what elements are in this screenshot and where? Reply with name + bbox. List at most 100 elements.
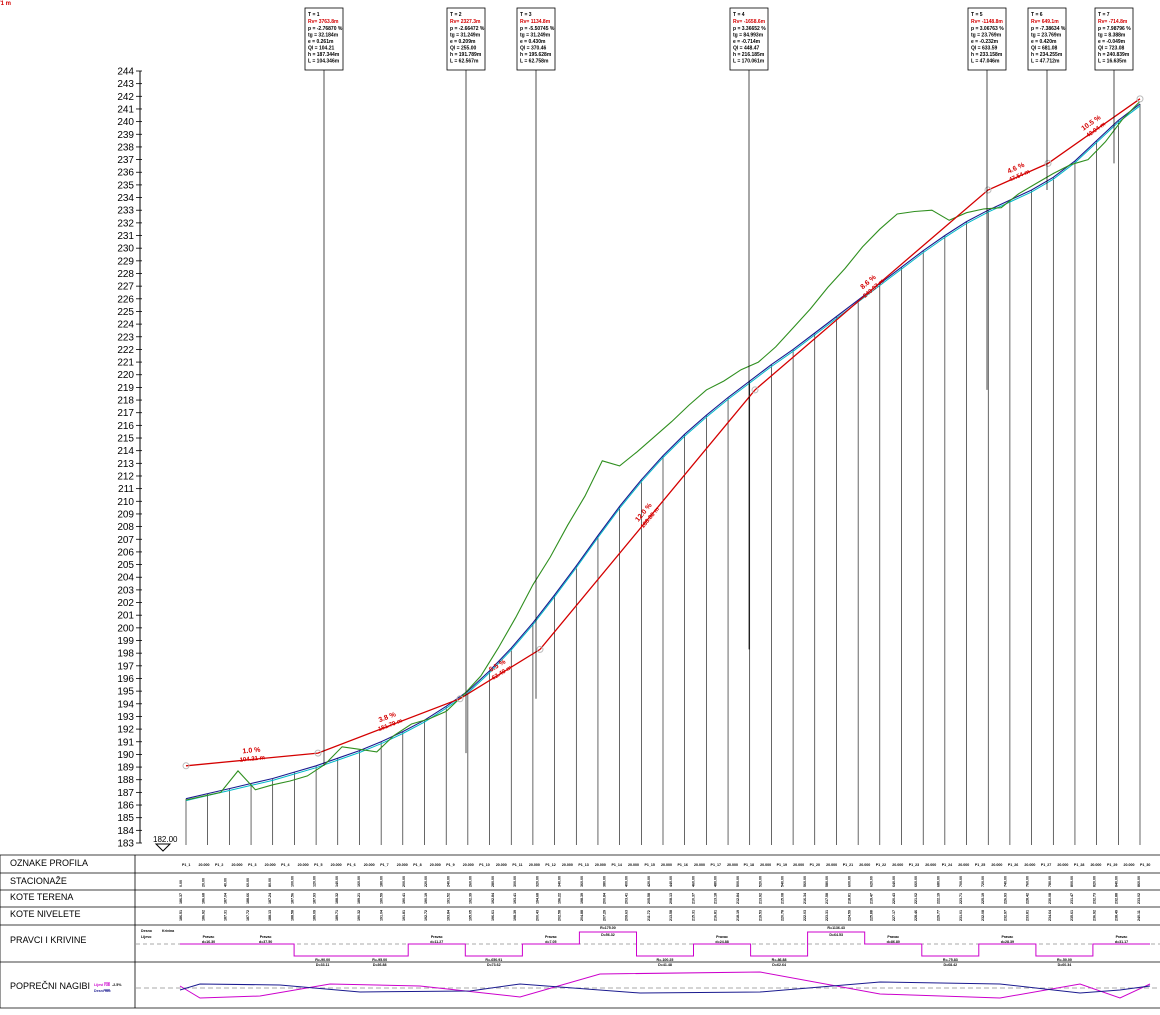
vertical-curve-radius: Rv= -1148.8m	[971, 19, 1003, 25]
vertical-curve-box	[304, 7, 344, 71]
vertical-curve-param: p = 7.98796 %	[1098, 26, 1131, 32]
alignment-step-line	[180, 931, 1150, 957]
vertical-curve-box	[516, 7, 556, 71]
alignment-element-length: D=73.62	[487, 963, 501, 967]
station-value: 480.00	[714, 876, 718, 887]
station-value: 760.00	[1026, 876, 1030, 887]
vertical-curve-box	[1027, 7, 1067, 71]
grade-value: 232.97	[1003, 910, 1007, 921]
grade-value: 195.05	[469, 910, 473, 921]
alignment-element-length: d=31.17	[1115, 940, 1128, 944]
profile-code: 20.000	[925, 863, 936, 867]
grade-value: 231.01	[959, 910, 963, 921]
elevation-tick-label: 228	[117, 269, 134, 280]
elevation-tick-label: 216	[117, 421, 134, 432]
terrain-value: 223.71	[959, 893, 963, 904]
grade-label: 1.0 %104.21 m	[239, 747, 265, 764]
profile-code: 20.000	[232, 863, 243, 867]
grade-label: 3.8 %151.79 m	[378, 711, 404, 733]
elevation-tick-label: 221	[117, 358, 134, 369]
profile-code: P1_20	[810, 863, 820, 867]
grade-labels: 1.0 %104.21 m3.8 %151.79 m6.5 %62.49 m12…	[0, 1, 1107, 764]
station-value: 700.00	[959, 876, 963, 887]
vertical-curve-param: Ql = 370.46	[520, 46, 546, 52]
terrain-value: 200.84	[602, 893, 606, 904]
station-value: 60.00	[246, 878, 250, 887]
vertical-curve-param: p = 3.36652 %	[733, 26, 766, 32]
terrain-value: 203.41	[625, 893, 629, 904]
elevation-tick-label: 218	[117, 396, 134, 407]
datum-marker-icon	[154, 843, 172, 852]
vertical-curve-param: L = 16.635m	[1098, 59, 1127, 65]
station-value: 0.00	[179, 880, 183, 887]
elevation-tick-label: 229	[117, 256, 134, 267]
grade-value: 215.31	[691, 910, 695, 921]
grade-value: 209.63	[625, 910, 629, 921]
profile-code: P1_7	[380, 863, 388, 867]
grade-value: 189.71	[335, 910, 339, 921]
band-label-alignment: PRAVCI I KRIVINE	[10, 935, 86, 945]
terrain-value: 188.66	[246, 893, 250, 904]
vertical-curve-label: T = 3	[520, 12, 532, 18]
terrain-value: 221.02	[914, 893, 918, 904]
elevation-tick-label: 223	[117, 332, 134, 343]
vertical-curve-label: T = 5	[971, 12, 983, 18]
elevation-tick-label: 213	[117, 459, 134, 470]
elevation-tick-label: 183	[117, 839, 134, 850]
tangent-point-marker	[1136, 95, 1144, 103]
profile-code: P1_8	[413, 863, 421, 867]
profile-code: 20.000	[694, 863, 705, 867]
station-value: 380.00	[602, 876, 606, 887]
elevation-tick-label: 238	[117, 142, 134, 153]
profile-code: P1_23	[909, 863, 919, 867]
profile-code: 20.000	[364, 863, 375, 867]
station-value: 600.00	[847, 876, 851, 887]
alignment-element-label: R=-650.91	[485, 958, 502, 962]
terrain-value: 186.37	[179, 893, 183, 904]
elevation-tick-label: 244	[117, 67, 134, 78]
profile-code: 20.000	[793, 863, 804, 867]
vertical-curve-param: e = -0.232m	[971, 39, 999, 45]
alignment-element-length: D=68.42	[943, 963, 957, 967]
station-value: 240.00	[446, 876, 450, 887]
station-value: 220.00	[424, 876, 428, 887]
vertical-curve-label: T = 4	[733, 12, 745, 18]
profile-code: 20.000	[727, 863, 738, 867]
elevation-tick-label: 214	[117, 446, 134, 457]
grade-value: 191.04	[380, 910, 384, 921]
grade-value: 220.78	[781, 910, 785, 921]
profile-table: OZNAKE PROFILA STACIONAŽE KOTE TERENA KO…	[0, 835, 1160, 1009]
terrain-value: 225.19	[981, 893, 985, 904]
vertical-curve-param: tg = 8.388m	[1098, 33, 1126, 39]
legend-crossfall-a: Lijevi rub	[94, 983, 111, 987]
alignment-element-length: D=62.64	[772, 963, 786, 967]
grade-value: 235.61	[1070, 910, 1074, 921]
terrain-value: 190.19	[424, 893, 428, 904]
vertical-curve-label: T = 7	[1098, 12, 1110, 18]
terrain-value: 192.84	[491, 893, 495, 904]
station-value: 20.00	[201, 878, 205, 887]
profile-code: 20.000	[463, 863, 474, 867]
elevation-tick-label: 219	[117, 383, 134, 394]
elevation-tick-label: 204	[117, 573, 134, 584]
alignment-element-length: d=86.80	[887, 940, 900, 944]
elevation-tick-label: 184	[117, 826, 134, 837]
terrain-value: 217.58	[825, 893, 829, 904]
vertical-curve-param: p = -5.50745 %	[520, 26, 555, 32]
alignment-element-length: d=28.39	[1001, 940, 1014, 944]
alignment-element-length: d=37.50	[259, 940, 272, 944]
profile-code: P1_14	[611, 863, 621, 867]
elevation-tick-label: 189	[117, 763, 134, 774]
band-label-profiles: OZNAKE PROFILA	[10, 858, 88, 868]
elevation-tick-label: 220	[117, 370, 134, 381]
profile-code: P1_5	[314, 863, 322, 867]
station-value: 160.00	[357, 876, 361, 887]
profile-code: P1_26	[1008, 863, 1018, 867]
vertical-curve-radius: Rv= -714.8m	[1098, 19, 1128, 25]
vertical-curve-boxes: T = 1Rv= 3763.8mp = -2.76870 %tg = 32.18…	[304, 7, 1134, 766]
elevation-tick-label: 185	[117, 813, 134, 824]
station-value: 660.00	[914, 876, 918, 887]
station-value: 680.00	[937, 876, 941, 887]
vertical-curve-box	[446, 7, 486, 71]
vertical-curve-param: tg = 31.249m	[450, 33, 481, 39]
